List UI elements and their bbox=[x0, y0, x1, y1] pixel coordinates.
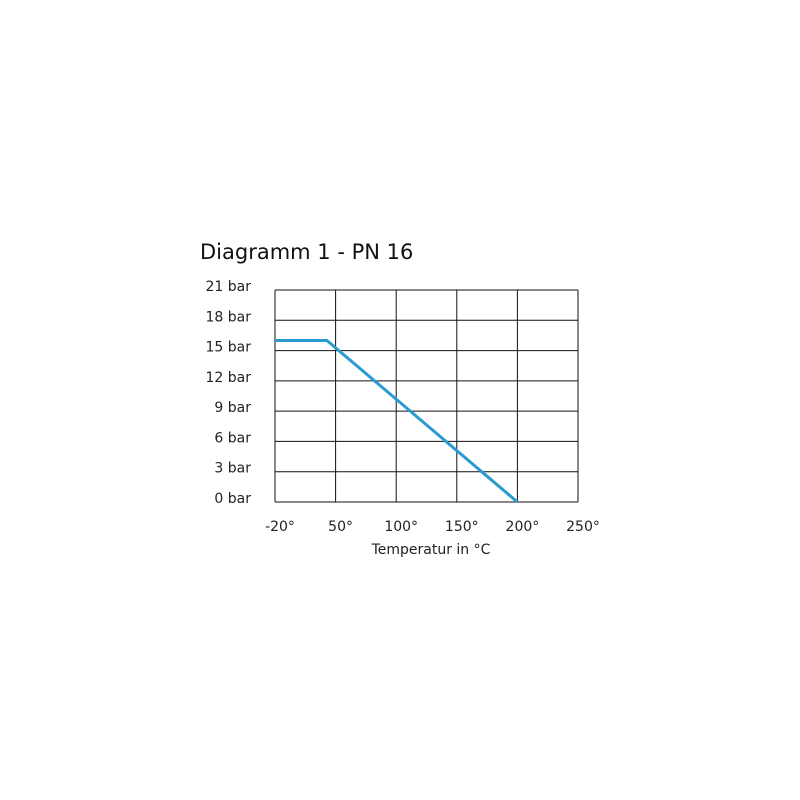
y-tick-label: 3 bar bbox=[214, 461, 251, 477]
data-line bbox=[275, 338, 519, 504]
chart-title: Diagramm 1 - PN 16 bbox=[200, 240, 413, 264]
x-tick-label: 100° bbox=[384, 519, 418, 535]
x-tick-label: 250° bbox=[566, 519, 600, 535]
y-tick-label: 21 bar bbox=[206, 279, 252, 295]
y-tick-label: 15 bar bbox=[206, 340, 252, 356]
y-tick-label: 9 bar bbox=[214, 400, 251, 416]
x-axis-label: Temperatur in °C bbox=[371, 542, 491, 558]
y-tick-label: 12 bar bbox=[206, 370, 252, 386]
x-tick-label: 150° bbox=[445, 519, 479, 535]
y-tick-label: 18 bar bbox=[206, 309, 252, 325]
x-tick-label: -20° bbox=[265, 519, 295, 535]
y-tick-label: 0 bar bbox=[214, 491, 251, 507]
x-tick-label: 50° bbox=[328, 519, 353, 535]
x-tick-label: 200° bbox=[506, 519, 540, 535]
y-tick-label: 6 bar bbox=[214, 430, 251, 446]
